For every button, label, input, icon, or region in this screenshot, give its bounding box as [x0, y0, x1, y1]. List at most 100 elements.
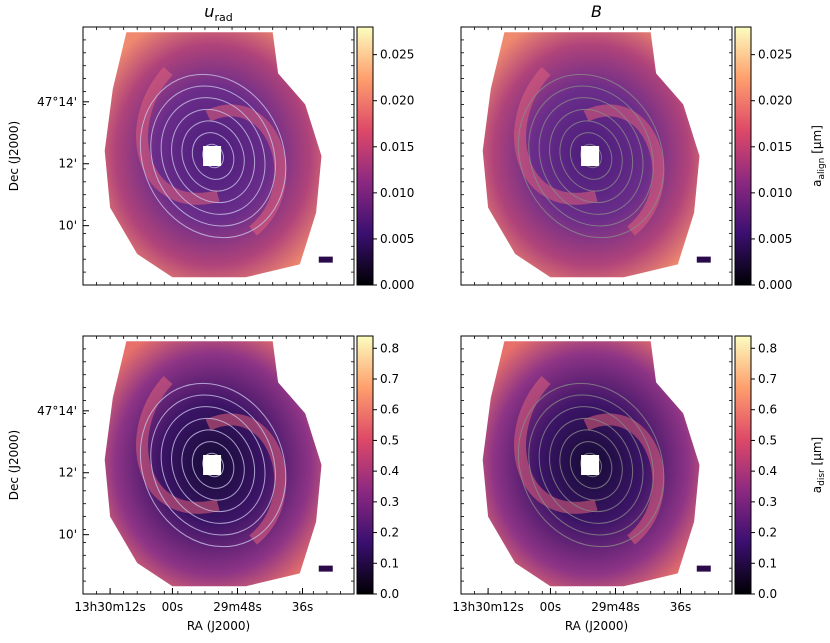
x-tick-label: 13h30m12s [452, 600, 523, 614]
x-tick-label: 13h30m12s [74, 600, 145, 614]
colorbar-tick-label: 0.020 [758, 94, 792, 108]
colorbar-tick-label: 0.2 [380, 526, 399, 540]
contour-line [191, 441, 235, 489]
colorbar-tick-label: 0.4 [758, 464, 777, 478]
y-axis-label: Dec (J2000) [7, 430, 21, 500]
contour-line [517, 73, 665, 239]
colorbar-tick-label: 0.4 [380, 464, 399, 478]
contour-line [569, 441, 613, 489]
spiral-arm [514, 375, 598, 514]
y-tick-label: 12' [58, 157, 77, 171]
y-axis-label: Dec (J2000) [7, 121, 21, 191]
colorbar-tick-label: 0.010 [380, 186, 414, 200]
contour-line [517, 382, 665, 548]
colorbar-tick-label: 0.2 [758, 526, 777, 540]
colorbar-label: aalign [μm] [810, 125, 827, 187]
y-tick-label: 47°14' [37, 404, 77, 418]
colorbar-tick-label: 0.3 [380, 495, 399, 509]
beam-marker [696, 256, 711, 263]
colorbar-tick-label: 0.8 [758, 341, 777, 355]
spiral-arm [136, 375, 220, 514]
colorbar-tick-label: 0.000 [758, 278, 792, 292]
panel-title: urad [204, 2, 232, 24]
spiral-arm [136, 66, 220, 205]
colorbar-tick-label: 0.1 [758, 556, 777, 570]
colorbar-tick-label: 0.7 [758, 372, 777, 386]
colorbar-tick-label: 0.0 [380, 587, 399, 601]
x-tick-label: 00s [162, 600, 184, 614]
spiral-arm [583, 413, 665, 545]
colorbar-tick-label: 0.5 [380, 433, 399, 447]
contour-line [139, 382, 287, 548]
x-tick-label: 36s [292, 600, 314, 614]
contour-line [171, 417, 256, 513]
panel-bottom-left: 47°14' 12' 10' 13h30m12s 00s 29m48s 36s Dec (J2… [7, 335, 399, 633]
contour-line [559, 120, 623, 192]
beam-marker [318, 565, 333, 572]
beam-marker [318, 256, 333, 263]
contour-line [171, 108, 256, 204]
contour-line [150, 394, 276, 536]
colorbar-tick-label: 0.0 [758, 587, 777, 601]
contour-line [181, 429, 245, 501]
contour-line [150, 85, 276, 227]
panel-bottom-right: 13h30m12s 00s 29m48s 36s RA (J2000) 0.0 0.1 0.2… [452, 335, 827, 633]
spiral-arm [583, 104, 665, 236]
colorbar [734, 26, 752, 286]
x-tick-label: 29m48s [591, 600, 639, 614]
spiral-arm [205, 413, 287, 545]
contour-line [549, 108, 634, 204]
colorbar-tick-label: 0.6 [758, 403, 777, 417]
y-tick-label: 47°14' [37, 95, 77, 109]
colorbar-tick-label: 0.020 [380, 94, 414, 108]
colorbar-tick-label: 0.6 [380, 403, 399, 417]
colorbar-tick-label: 0.000 [380, 278, 414, 292]
contour-line [538, 406, 644, 524]
masked-center [581, 146, 600, 166]
masked-center [203, 146, 222, 166]
x-axis-label: RA (J2000) [565, 619, 628, 633]
colorbar-tick-label: 0.005 [758, 232, 792, 246]
contour-line [528, 394, 654, 536]
beam-marker [696, 565, 711, 572]
colorbar-tick-label: 0.5 [758, 433, 777, 447]
colorbar [356, 335, 374, 595]
colorbar-tick-label: 0.015 [758, 140, 792, 154]
contour-line [549, 417, 634, 513]
contour-line [559, 429, 623, 501]
masked-center [581, 455, 600, 475]
colorbar-tick-label: 0.1 [380, 556, 399, 570]
spiral-arm [205, 104, 287, 236]
panel-top-left: 47°14' 12' 10' Dec (J2000) urad 0.000 0.005 0.0… [7, 2, 414, 292]
contour-line [528, 85, 654, 227]
colorbar-tick-label: 0.015 [380, 140, 414, 154]
colorbar-label: adisr [μm] [810, 437, 827, 493]
x-axis-label: RA (J2000) [187, 619, 250, 633]
contour-line [538, 97, 644, 215]
colorbar-tick-label: 0.8 [380, 341, 399, 355]
x-tick-label: 29m48s [213, 600, 261, 614]
x-tick-label: 00s [540, 600, 562, 614]
colorbar-tick-label: 0.025 [380, 48, 414, 62]
colorbar [356, 26, 374, 286]
colorbar-tick-label: 0.005 [380, 232, 414, 246]
contour-line [160, 97, 266, 215]
y-tick-label: 12' [58, 466, 77, 480]
y-tick-label: 10' [58, 219, 77, 233]
contour-line [569, 132, 613, 180]
masked-center [203, 455, 222, 475]
spiral-arm [514, 66, 598, 205]
y-tick-label: 10' [58, 528, 77, 542]
colorbar [734, 335, 752, 595]
colorbar-tick-label: 0.010 [758, 186, 792, 200]
contour-line [139, 73, 287, 239]
contour-line [191, 132, 235, 180]
colorbar-tick-label: 0.025 [758, 48, 792, 62]
panel-title: B [591, 2, 602, 21]
panel-top-right: B 0.000 0.005 0.010 0.015 0.020 0.025 aalign [μ… [460, 2, 827, 292]
colorbar-tick-label: 0.3 [758, 495, 777, 509]
contour-line [181, 120, 245, 192]
contour-line [160, 406, 266, 524]
x-tick-label: 36s [670, 600, 692, 614]
